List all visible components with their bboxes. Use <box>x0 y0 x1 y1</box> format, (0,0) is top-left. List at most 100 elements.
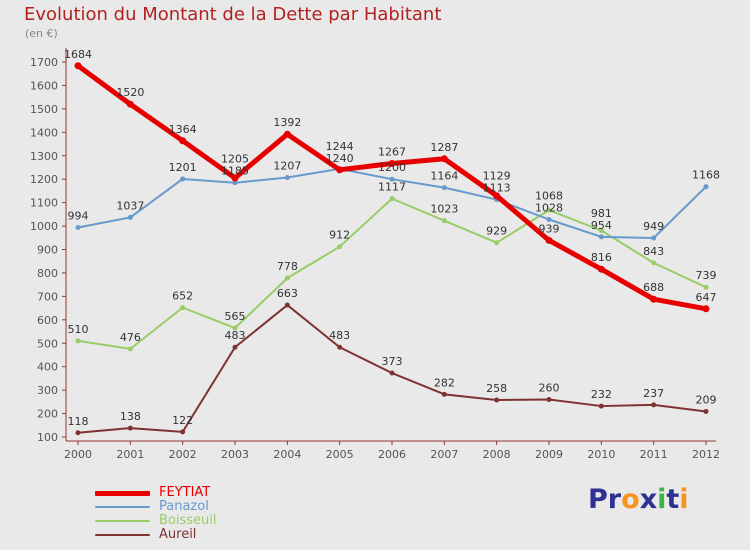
value-label: 209 <box>696 393 717 406</box>
value-label: 282 <box>434 376 455 389</box>
x-tick-label: 2003 <box>221 448 249 461</box>
value-label: 1023 <box>430 203 458 216</box>
value-label: 373 <box>382 355 403 368</box>
value-label: 1201 <box>169 161 197 174</box>
chart-title: Evolution du Montant de la Dette par Hab… <box>24 4 442 25</box>
value-label: 652 <box>172 290 193 303</box>
y-tick-label: 1400 <box>30 126 58 139</box>
value-label: 118 <box>68 415 89 428</box>
y-tick-label: 1300 <box>30 150 58 163</box>
value-label: 1200 <box>378 161 406 174</box>
y-tick-label: 200 <box>37 408 58 421</box>
logo-letter: x <box>639 484 658 515</box>
data-point-aureil <box>651 402 657 408</box>
legend-label-panazol: Panazol <box>159 499 209 514</box>
y-tick-label: 500 <box>37 337 58 350</box>
value-label: 949 <box>643 220 664 233</box>
value-label: 510 <box>68 323 89 336</box>
value-label: 1684 <box>64 48 92 61</box>
data-point-panazol <box>75 224 81 230</box>
data-point-boisseuil <box>337 244 343 250</box>
data-point-aureil <box>494 397 500 403</box>
data-point-feytiat <box>440 155 448 163</box>
data-point-feytiat <box>179 137 187 145</box>
data-point-aureil <box>180 429 186 435</box>
x-tick-label: 2001 <box>116 448 144 461</box>
legend-item-panazol: Panazol <box>95 500 217 514</box>
value-label: 483 <box>225 329 246 342</box>
data-point-aureil <box>284 302 290 308</box>
data-point-feytiat <box>597 265 605 273</box>
proxiti-logo: Proxiti <box>588 484 689 515</box>
legend-item-boisseuil: Boisseuil <box>95 514 217 528</box>
x-tick-label: 2002 <box>169 448 197 461</box>
data-point-panazol <box>180 176 186 182</box>
y-tick-label: 1000 <box>30 220 58 233</box>
y-tick-label: 1700 <box>30 56 58 69</box>
value-label: 688 <box>643 281 664 294</box>
x-tick-label: 2008 <box>483 448 511 461</box>
value-label: 476 <box>120 331 141 344</box>
data-point-panazol <box>703 184 709 190</box>
y-tick-label: 100 <box>37 431 58 444</box>
x-tick-label: 2012 <box>692 448 720 461</box>
chart-subtitle: (en €) <box>25 27 58 40</box>
y-tick-label: 1600 <box>30 79 58 92</box>
y-tick-label: 300 <box>37 384 58 397</box>
data-point-boisseuil <box>598 228 604 234</box>
data-point-boisseuil <box>494 240 500 246</box>
value-label: 237 <box>643 387 664 400</box>
value-label: 816 <box>591 251 612 264</box>
data-point-feytiat <box>545 236 553 244</box>
logo-letter: i <box>679 484 689 515</box>
value-label: 994 <box>68 209 89 222</box>
data-point-panazol <box>389 176 395 182</box>
legend-label-feytiat: FEYTIAT <box>159 485 211 500</box>
value-label: 912 <box>329 229 350 242</box>
data-point-feytiat <box>126 100 134 108</box>
value-label: 1185 <box>221 165 249 178</box>
logo-letter: t <box>666 484 680 515</box>
data-point-feytiat <box>336 166 344 174</box>
value-label: 1240 <box>326 152 354 165</box>
value-label: 1164 <box>430 170 458 183</box>
legend-item-feytiat: FEYTIAT <box>95 486 217 500</box>
data-point-panazol <box>598 234 604 240</box>
logo-letter: r <box>607 484 622 515</box>
legend-swatch-boisseuil <box>95 520 150 522</box>
value-label: 483 <box>329 329 350 342</box>
data-point-panazol <box>127 214 133 220</box>
data-point-boisseuil <box>284 275 290 281</box>
value-label: 1244 <box>326 140 354 153</box>
x-tick-label: 2010 <box>587 448 615 461</box>
logo-letter: P <box>588 484 608 515</box>
data-point-aureil <box>703 408 709 414</box>
value-label: 739 <box>696 269 717 282</box>
legend-item-aureil: Aureil <box>95 528 217 542</box>
value-label: 1364 <box>169 123 197 136</box>
data-point-panazol <box>441 185 447 191</box>
data-point-feytiat <box>650 295 658 303</box>
value-label: 258 <box>486 382 507 395</box>
y-tick-label: 600 <box>37 314 58 327</box>
data-point-aureil <box>546 397 552 402</box>
y-tick-label: 900 <box>37 244 58 257</box>
data-point-boisseuil <box>703 284 709 290</box>
legend-swatch-aureil <box>95 534 150 536</box>
value-label: 929 <box>486 225 507 238</box>
value-label: 1207 <box>273 160 301 173</box>
value-label: 1205 <box>221 153 249 166</box>
legend-label-boisseuil: Boisseuil <box>159 513 217 528</box>
data-point-panazol <box>232 180 238 186</box>
legend-swatch-panazol <box>95 506 150 508</box>
value-label: 663 <box>277 287 298 300</box>
logo-letter: o <box>621 484 640 515</box>
value-label: 260 <box>539 382 560 395</box>
data-point-feytiat <box>493 192 501 200</box>
value-label: 122 <box>172 414 193 427</box>
y-tick-label: 800 <box>37 267 58 280</box>
x-tick-label: 2005 <box>326 448 354 461</box>
legend: FEYTIAT Panazol Boisseuil Aureil <box>95 486 217 542</box>
value-label: 981 <box>591 207 612 220</box>
